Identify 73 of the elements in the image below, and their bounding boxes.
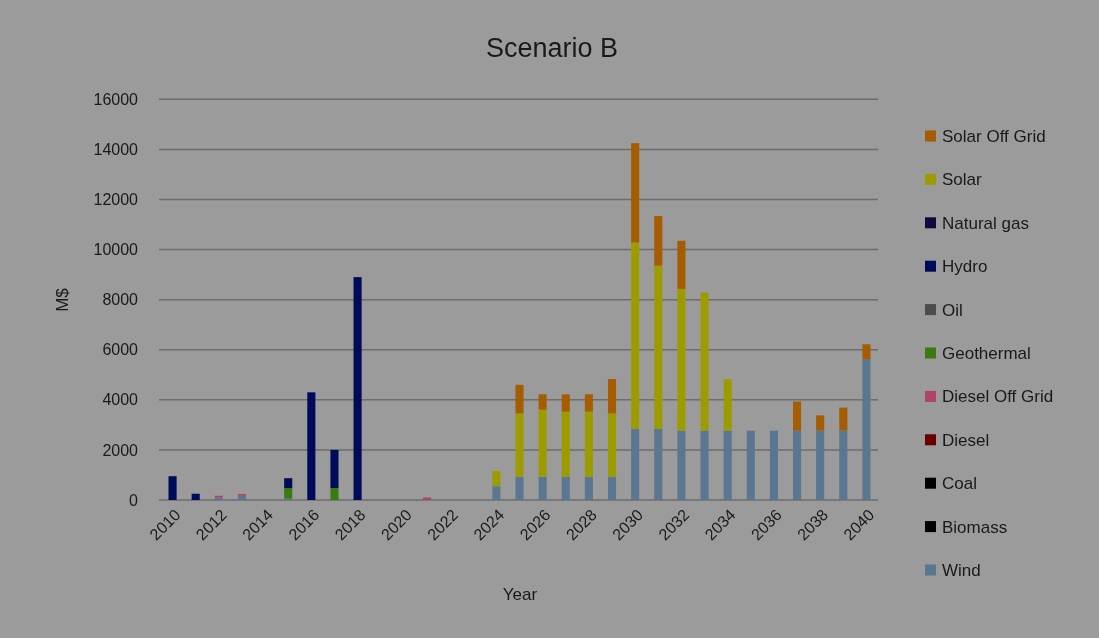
bar <box>677 430 686 500</box>
legend-label: Solar <box>942 170 983 190</box>
bar <box>515 384 524 414</box>
y-tick-label: 0 <box>129 491 139 509</box>
bar <box>307 392 316 500</box>
y-tick-label: 14000 <box>93 140 139 158</box>
bar <box>584 476 593 500</box>
y-axis-title: M$ <box>52 287 72 312</box>
bar <box>839 407 848 431</box>
bar <box>654 428 663 500</box>
y-tick-label: 8000 <box>102 291 139 309</box>
bar <box>515 413 524 477</box>
bar <box>862 344 871 360</box>
bar <box>515 476 524 500</box>
legend-label: Diesel Off Grid <box>942 387 1054 407</box>
y-tick-label: 4000 <box>102 391 139 409</box>
bar <box>584 394 593 412</box>
bar <box>561 394 570 412</box>
bar <box>793 430 802 500</box>
y-tick-label: 2000 <box>102 441 139 459</box>
bar <box>607 379 617 414</box>
bar <box>353 277 362 500</box>
bar <box>723 430 732 500</box>
legend-label: Natural gas <box>942 213 1029 233</box>
x-axis-title: Year <box>502 584 538 604</box>
bar <box>330 449 339 488</box>
bar <box>654 216 663 266</box>
y-tick-label: 6000 <box>102 341 139 359</box>
bar <box>631 428 640 500</box>
bar <box>168 476 177 500</box>
legend-label: Coal <box>942 474 977 494</box>
legend-label: Solar Off Grid <box>942 126 1046 146</box>
bar <box>631 143 640 243</box>
bar <box>538 476 547 500</box>
bar <box>862 359 871 500</box>
bar <box>677 288 686 431</box>
bar <box>746 430 755 500</box>
legend-label: Oil <box>942 300 963 320</box>
bar <box>839 430 848 500</box>
y-tick-label: 16000 <box>93 90 139 108</box>
legend-label: Hydro <box>942 257 988 277</box>
bar <box>538 394 547 410</box>
bar <box>191 493 200 500</box>
bar <box>816 430 825 500</box>
bar <box>677 240 686 289</box>
legend-label: Biomass <box>942 517 1008 537</box>
y-tick-label: 12000 <box>93 191 139 209</box>
legend-label: Diesel <box>942 430 990 450</box>
bar <box>538 409 547 477</box>
bar <box>561 411 570 477</box>
bar <box>284 488 293 499</box>
bar <box>654 265 663 429</box>
legend-label: Wind <box>942 560 981 580</box>
bar <box>284 478 293 489</box>
bar <box>422 497 432 500</box>
bar <box>607 476 617 500</box>
bar <box>561 476 570 500</box>
bar <box>816 415 825 431</box>
bar <box>793 401 802 431</box>
bar <box>607 413 617 477</box>
bar <box>584 411 593 477</box>
bar <box>631 242 640 429</box>
bar <box>330 487 339 500</box>
bar <box>237 495 246 500</box>
chart-title: Scenario B <box>485 33 619 64</box>
y-tick-label: 10000 <box>93 241 139 259</box>
bar <box>700 430 709 500</box>
bar <box>492 486 501 500</box>
bar <box>700 292 709 431</box>
legend-label: Geothermal <box>942 343 1031 363</box>
bar <box>723 379 732 431</box>
bar <box>769 430 778 500</box>
bar <box>492 470 501 487</box>
